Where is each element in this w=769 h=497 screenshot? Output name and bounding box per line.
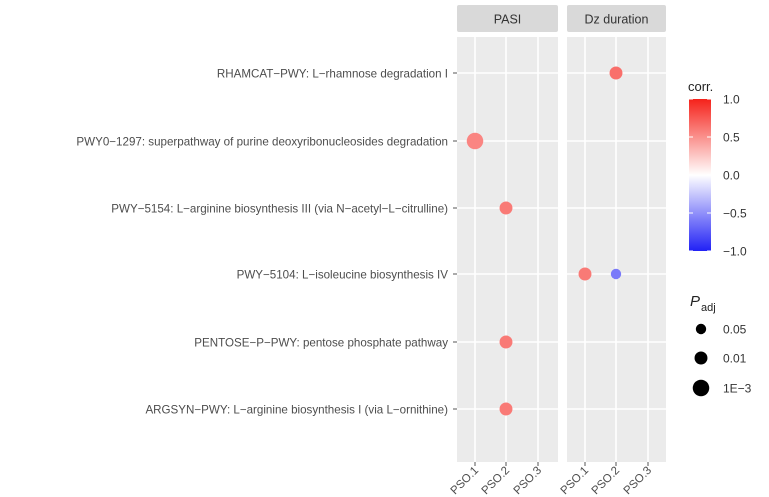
color-legend-label-1-0: −1.0 (723, 245, 747, 259)
size-legend-dot-2 (694, 351, 708, 365)
data-point-pasi-pso-1-row2 (466, 132, 484, 150)
facet-panels: PASI Dz duration (457, 5, 666, 462)
data-point-pasi-pso-2-row3 (499, 201, 513, 215)
y-tick-label-1: RHAMCAT−PWY: L−rhamnose degradation I (217, 68, 448, 81)
color-legend-label-1-0: 1.0 (723, 93, 740, 107)
legends: corr. 1.0 0.5 0.0 −0.5 −1.0 P adj 0.05 0.01 1E−3 (688, 79, 752, 397)
color-legend-bar (689, 99, 711, 251)
y-tick-label-4: PWY−5104: L−isoleucine biosynthesis IV (237, 269, 449, 282)
facet-panel-pasi (457, 37, 558, 462)
x-tick-label-pso-3: PSO.3 (622, 465, 654, 497)
y-axis-labels: RHAMCAT−PWY: L−rhamnose degradation I PWY… (76, 68, 457, 417)
y-tick-label-2: PWY0−1297: superpathway of purine deoxyr… (76, 136, 448, 149)
data-point-dz-duration-pso-2-row4 (610, 268, 622, 280)
x-tick-label-pso-2: PSO.2 (590, 465, 622, 497)
data-point-pasi-pso-2-row6 (499, 402, 513, 416)
color-legend-label-0-5: 0.5 (723, 131, 740, 145)
data-point-dz-duration-pso-2-row1 (609, 66, 623, 80)
data-point-dz-duration-pso-1-row4 (578, 267, 592, 281)
facet-title-pasi: PASI (494, 13, 522, 27)
color-legend-label-0-0: 0.0 (723, 169, 740, 183)
size-legend-dot-3 (692, 379, 710, 397)
x-tick-label-pso-1: PSO.1 (559, 465, 591, 497)
x-tick-label-pso-2: PSO.2 (480, 465, 512, 497)
y-tick-label-6: ARGSYN−PWY: L−arginine biosynthesis I (v… (145, 404, 448, 417)
facet-strip-dz-duration (567, 5, 666, 32)
size-legend-dot-1 (695, 323, 707, 335)
data-point-pasi-pso-2-row5 (499, 335, 513, 349)
x-tick-label-pso-1: PSO.1 (449, 465, 481, 497)
size-legend-title: P (690, 293, 700, 310)
facet-strip-pasi (457, 5, 558, 32)
facet-title-dz-duration: Dz duration (585, 13, 649, 27)
y-tick-label-3: PWY−5154: L−arginine biosynthesis III (v… (111, 203, 448, 216)
y-tick-label-5: PENTOSE−P−PWY: pentose phosphate pathway (194, 337, 448, 350)
size-legend-label-3: 1E−3 (723, 382, 752, 396)
color-legend-label-0-5: −0.5 (723, 207, 747, 221)
size-legend-title-subscript: adj (701, 302, 716, 314)
data-points (466, 66, 623, 416)
size-legend-label-1: 0.05 (723, 323, 747, 337)
size-legend-label-2: 0.01 (723, 352, 747, 366)
color-legend-title: corr. (688, 79, 713, 94)
x-tick-label-pso-3: PSO.3 (512, 465, 544, 497)
